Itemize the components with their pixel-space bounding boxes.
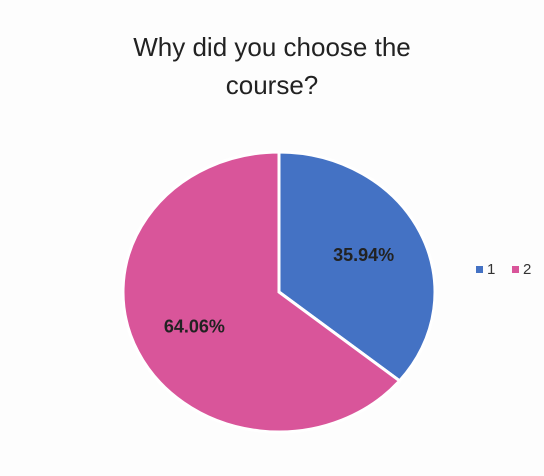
legend-swatch bbox=[512, 266, 519, 273]
data-label: 35.94% bbox=[333, 245, 394, 265]
legend-swatch bbox=[476, 266, 483, 273]
data-label: 64.06% bbox=[164, 317, 225, 337]
legend-label: 2 bbox=[523, 261, 531, 278]
legend-label: 1 bbox=[487, 261, 495, 278]
chart-title: Why did you choose the course? bbox=[133, 32, 411, 100]
pie-slice bbox=[121, 150, 402, 434]
pie-slice bbox=[277, 150, 437, 383]
